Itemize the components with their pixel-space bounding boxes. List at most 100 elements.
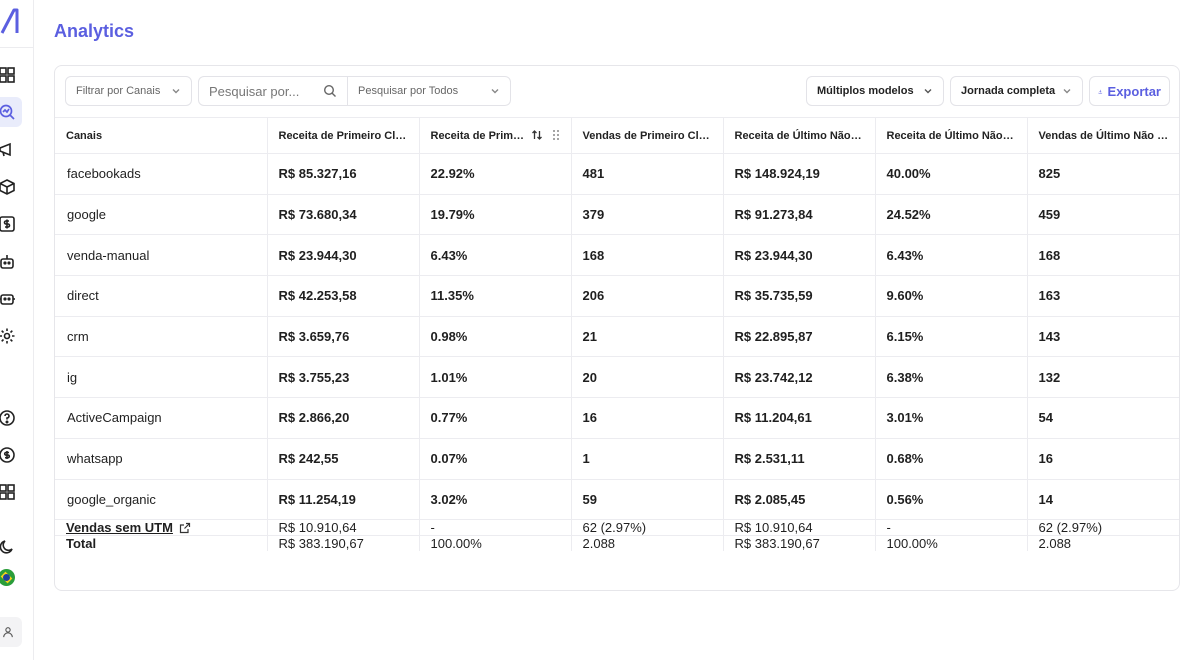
bot-chat-icon[interactable] <box>0 288 18 310</box>
table-cell: R$ 242,55 <box>267 438 420 480</box>
table-cell: 0.07% <box>419 438 572 480</box>
sales-without-utm-link[interactable]: Vendas sem UTM <box>66 520 191 536</box>
table-cell: R$ 22.895,87 <box>723 316 876 358</box>
table-row[interactable]: google R$ 73.680,34 19.79% 379 R$ 91.273,84 2… <box>55 194 1179 236</box>
table-cell: 59 <box>571 479 724 521</box>
table-header-row: Canais Receita de Primeiro Clique Receit… <box>55 117 1179 154</box>
table-row[interactable]: crm R$ 3.659,76 0.98% 21 R$ 22.895,87 6.15% 14… <box>55 316 1179 358</box>
dollar-bill-icon[interactable] <box>0 213 18 235</box>
table-cell: 0.56% <box>875 479 1028 521</box>
column-header[interactable]: Receita de Último Não Di... <box>875 117 1028 154</box>
table-cell: - <box>875 519 1028 537</box>
table-row[interactable]: venda-manual R$ 23.944,30 6.43% 168 R$ 23.94… <box>55 234 1179 277</box>
moon-icon[interactable] <box>0 536 18 558</box>
utm-link-label: Vendas sem UTM <box>66 520 173 536</box>
table-cell: 6.38% <box>875 356 1028 399</box>
chevron-down-icon <box>924 89 932 94</box>
channel-name-cell: whatsapp <box>55 438 268 480</box>
table-row[interactable]: direct R$ 42.253,58 11.35% 206 R$ 35.735,59 9… <box>55 275 1179 317</box>
user-icon[interactable] <box>0 617 22 647</box>
analytics-icon[interactable] <box>0 97 22 127</box>
apps-icon[interactable] <box>0 481 18 503</box>
column-header[interactable]: Vendas de Primeiro Clique <box>571 117 724 154</box>
table-cell: R$ 23.944,30 <box>267 234 420 277</box>
sort-icon[interactable] <box>531 129 543 141</box>
table-cell: 2.088 <box>571 535 724 552</box>
table-cell: 6.43% <box>419 234 572 277</box>
robot-icon[interactable] <box>0 251 18 273</box>
table-cell: 11.35% <box>419 275 572 317</box>
dashboard-icon[interactable] <box>0 64 18 86</box>
table-cell: 20 <box>571 356 724 399</box>
column-header[interactable]: Vendas de Último Não D... <box>1027 117 1179 154</box>
table-cell: 6.43% <box>875 234 1028 277</box>
sidebar-divider <box>0 47 33 48</box>
table-cell: R$ 10.910,64 <box>723 519 876 537</box>
toolbar: Filtrar por Canais Pesquisar por... Pesq… <box>55 66 1179 118</box>
brand-logo[interactable] <box>0 6 20 36</box>
column-header[interactable]: Canais <box>55 117 268 154</box>
table-cell: R$ 42.253,58 <box>267 275 420 317</box>
table-cell: R$ 10.910,64 <box>267 519 420 537</box>
table-row[interactable]: whatsapp R$ 242,55 0.07% 1 R$ 2.531,11 0.68% 1… <box>55 438 1179 480</box>
channel-name-cell: google_organic <box>55 479 268 521</box>
journey-select[interactable]: Jornada completa <box>950 76 1083 106</box>
download-icon <box>1098 89 1103 94</box>
table-cell: R$ 383.190,67 <box>723 535 876 552</box>
table-cell: 22.92% <box>419 153 572 195</box>
external-link-icon <box>179 522 191 533</box>
channel-name-cell: direct <box>55 275 268 317</box>
column-header[interactable]: Receita de Primeiro Clique <box>267 117 420 154</box>
table-cell: 9.60% <box>875 275 1028 317</box>
column-header-sorted[interactable]: Receita de Primei... <box>419 117 572 154</box>
table-cell: 459 <box>1027 194 1179 236</box>
table-cell: 0.98% <box>419 316 572 358</box>
gear-icon[interactable] <box>0 325 18 347</box>
table-cell: 62 (2.97%) <box>571 519 724 537</box>
utm-summary-row: Vendas sem UTM R$ 10.910,64 - 62 (2.97%)… <box>55 519 1179 537</box>
table-cell: R$ 85.327,16 <box>267 153 420 195</box>
table-cell: 0.68% <box>875 438 1028 480</box>
brazil-flag-icon[interactable] <box>0 569 15 586</box>
chevron-down-icon <box>172 89 180 94</box>
table-cell: 379 <box>571 194 724 236</box>
attribution-model-select[interactable]: Múltiplos modelos <box>806 76 944 106</box>
column-header[interactable]: Receita de Último Não Di... <box>723 117 876 154</box>
table-row[interactable]: ig R$ 3.755,23 1.01% 20 R$ 23.742,12 6.38% 132 <box>55 356 1179 399</box>
table-cell: R$ 2.531,11 <box>723 438 876 480</box>
table-cell: 132 <box>1027 356 1179 399</box>
table-cell: R$ 11.204,61 <box>723 397 876 439</box>
table-cell[interactable]: Vendas sem UTM <box>55 519 268 537</box>
channels-table: Canais Receita de Primeiro Clique Receit… <box>55 117 1179 552</box>
currency-icon[interactable] <box>0 444 18 466</box>
table-row[interactable]: google_organic R$ 11.254,19 3.02% 59 R$ 2.08… <box>55 479 1179 521</box>
table-cell: 206 <box>571 275 724 317</box>
chevron-down-icon <box>491 89 499 94</box>
help-icon[interactable] <box>0 407 18 429</box>
attribution-model-label: Múltiplos modelos <box>817 85 914 97</box>
megaphone-icon[interactable] <box>0 139 18 161</box>
box-icon[interactable] <box>0 176 18 198</box>
table-cell: 100.00% <box>875 535 1028 552</box>
channel-name-cell: google <box>55 194 268 236</box>
table-row[interactable]: facebookads R$ 85.327,16 22.92% 481 R$ 148.9… <box>55 153 1179 195</box>
export-button[interactable]: Exportar <box>1089 76 1170 106</box>
table-cell: 825 <box>1027 153 1179 195</box>
search-scope-select[interactable]: Pesquisar por Todos <box>347 76 511 106</box>
drag-handle-icon[interactable] <box>551 129 561 141</box>
table-cell: 14 <box>1027 479 1179 521</box>
channel-name-cell: ig <box>55 356 268 399</box>
channel-filter-select[interactable]: Filtrar por Canais <box>65 76 192 106</box>
table-cell: 1.01% <box>419 356 572 399</box>
column-header-label: Receita de Primei... <box>430 129 532 142</box>
table-row[interactable]: ActiveCampaign R$ 2.866,20 0.77% 16 R$ 11.20… <box>55 397 1179 439</box>
chevron-down-icon <box>1063 89 1071 94</box>
journey-label: Jornada completa <box>961 85 1056 97</box>
table-cell: 168 <box>1027 234 1179 277</box>
table-cell: 3.01% <box>875 397 1028 439</box>
channel-name-cell: venda-manual <box>55 234 268 277</box>
search-input[interactable]: Pesquisar por... <box>198 76 348 106</box>
table-cell: R$ 35.735,59 <box>723 275 876 317</box>
table-cell: 16 <box>571 397 724 439</box>
table-cell: 40.00% <box>875 153 1028 195</box>
